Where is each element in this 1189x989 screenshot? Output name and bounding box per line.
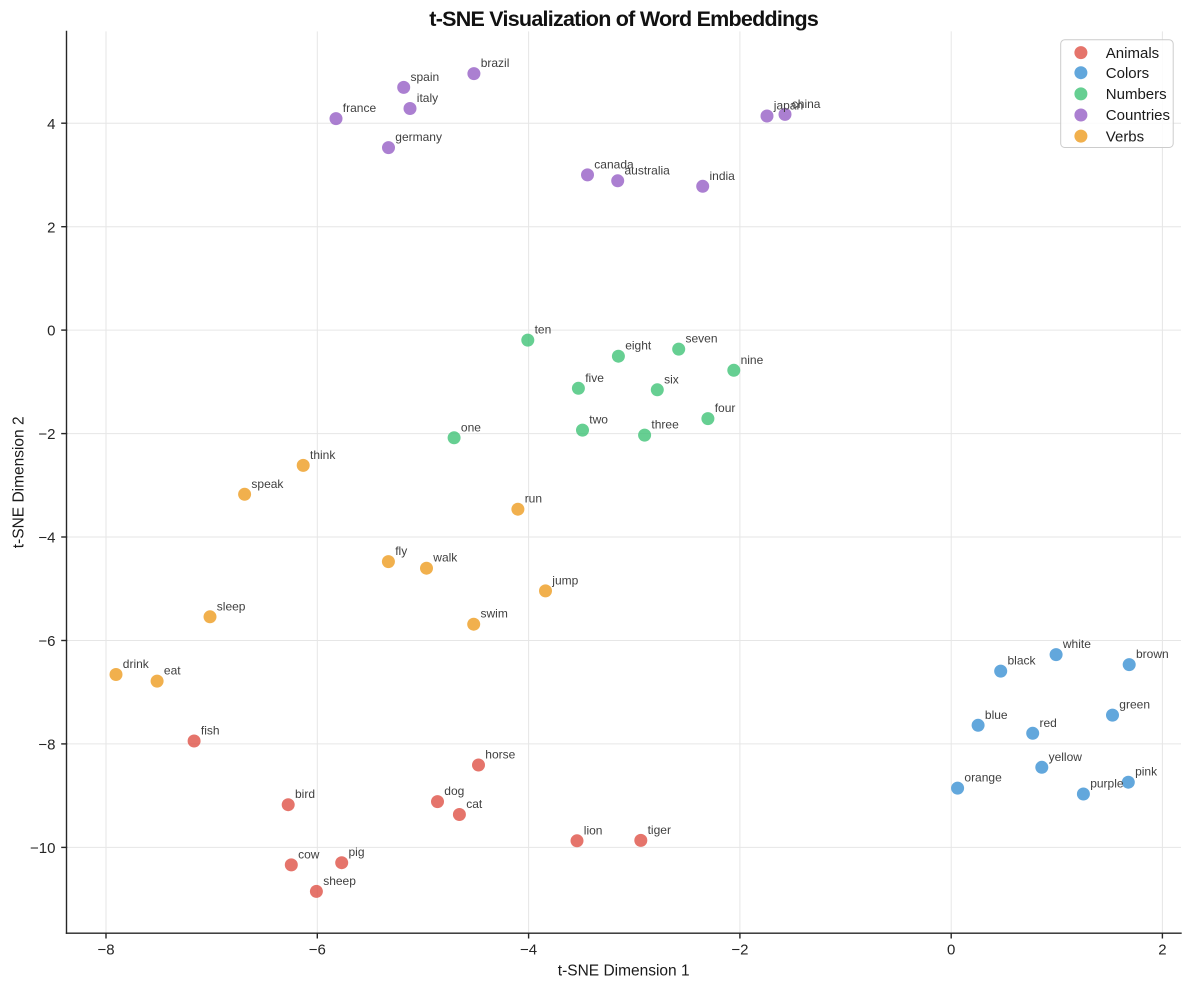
svg-text:six: six	[664, 372, 679, 386]
svg-text:one: one	[461, 420, 481, 434]
svg-text:2: 2	[47, 219, 55, 236]
svg-text:0: 0	[947, 942, 955, 959]
svg-text:drink: drink	[123, 657, 150, 671]
svg-text:white: white	[1062, 637, 1091, 651]
svg-text:−4: −4	[38, 530, 55, 547]
svg-text:five: five	[585, 371, 604, 385]
svg-text:two: two	[589, 413, 608, 427]
svg-text:0: 0	[47, 323, 55, 340]
svg-text:−8: −8	[97, 942, 114, 959]
svg-text:cat: cat	[466, 797, 483, 811]
svg-text:sleep: sleep	[217, 599, 246, 613]
svg-text:france: france	[343, 101, 377, 115]
svg-text:−6: −6	[38, 633, 55, 650]
svg-text:Colors: Colors	[1106, 65, 1149, 82]
svg-text:brown: brown	[1136, 647, 1169, 661]
svg-text:seven: seven	[686, 332, 718, 346]
svg-text:−8: −8	[38, 737, 55, 754]
svg-text:orange: orange	[964, 771, 1002, 785]
svg-text:black: black	[1008, 654, 1037, 668]
svg-text:jump: jump	[551, 573, 578, 587]
svg-text:red: red	[1040, 716, 1057, 730]
svg-text:four: four	[715, 401, 736, 415]
svg-text:−2: −2	[731, 942, 748, 959]
svg-text:Verbs: Verbs	[1106, 128, 1144, 145]
svg-text:speak: speak	[251, 477, 284, 491]
svg-text:−10: −10	[30, 840, 55, 857]
svg-text:spain: spain	[411, 70, 440, 84]
svg-text:−2: −2	[38, 426, 55, 443]
svg-text:bird: bird	[295, 787, 315, 801]
svg-text:t-SNE Visualization of Word Em: t-SNE Visualization of Word Embeddings	[429, 7, 819, 31]
svg-text:purple: purple	[1090, 777, 1124, 791]
svg-text:think: think	[310, 448, 336, 462]
svg-text:canada: canada	[594, 157, 634, 171]
svg-text:nine: nine	[741, 353, 764, 367]
svg-text:walk: walk	[432, 551, 458, 565]
svg-text:australia: australia	[625, 163, 671, 177]
svg-text:−6: −6	[309, 942, 326, 959]
svg-text:Numbers: Numbers	[1106, 86, 1167, 103]
svg-text:horse: horse	[485, 748, 515, 762]
svg-text:4: 4	[47, 116, 55, 133]
svg-text:eat: eat	[164, 664, 181, 678]
svg-text:tiger: tiger	[648, 823, 671, 837]
svg-text:eight: eight	[625, 339, 652, 353]
svg-text:swim: swim	[481, 607, 508, 621]
svg-text:germany: germany	[395, 130, 442, 144]
svg-text:japan: japan	[773, 99, 803, 113]
svg-text:yellow: yellow	[1049, 750, 1083, 764]
svg-text:china: china	[792, 97, 821, 111]
svg-text:Countries: Countries	[1106, 107, 1170, 124]
svg-text:ten: ten	[535, 323, 552, 337]
svg-text:−4: −4	[520, 942, 537, 959]
svg-text:three: three	[651, 418, 679, 432]
svg-text:sheep: sheep	[323, 874, 356, 888]
svg-text:blue: blue	[985, 708, 1008, 722]
svg-text:fish: fish	[201, 724, 220, 738]
svg-text:green: green	[1119, 698, 1150, 712]
svg-text:run: run	[525, 492, 542, 506]
svg-text:pig: pig	[349, 845, 365, 859]
svg-text:Animals: Animals	[1106, 45, 1159, 62]
svg-text:italy: italy	[417, 91, 438, 105]
svg-text:brazil: brazil	[481, 56, 510, 70]
svg-text:cow: cow	[298, 847, 320, 861]
svg-text:india: india	[710, 169, 736, 183]
svg-text:t-SNE Dimension 2: t-SNE Dimension 2	[11, 416, 28, 548]
svg-text:2: 2	[1158, 942, 1166, 959]
svg-text:fly: fly	[395, 544, 407, 558]
svg-text:dog: dog	[444, 784, 464, 798]
svg-text:t-SNE Dimension 1: t-SNE Dimension 1	[558, 963, 690, 980]
svg-text:pink: pink	[1135, 765, 1158, 779]
svg-text:lion: lion	[584, 823, 603, 837]
